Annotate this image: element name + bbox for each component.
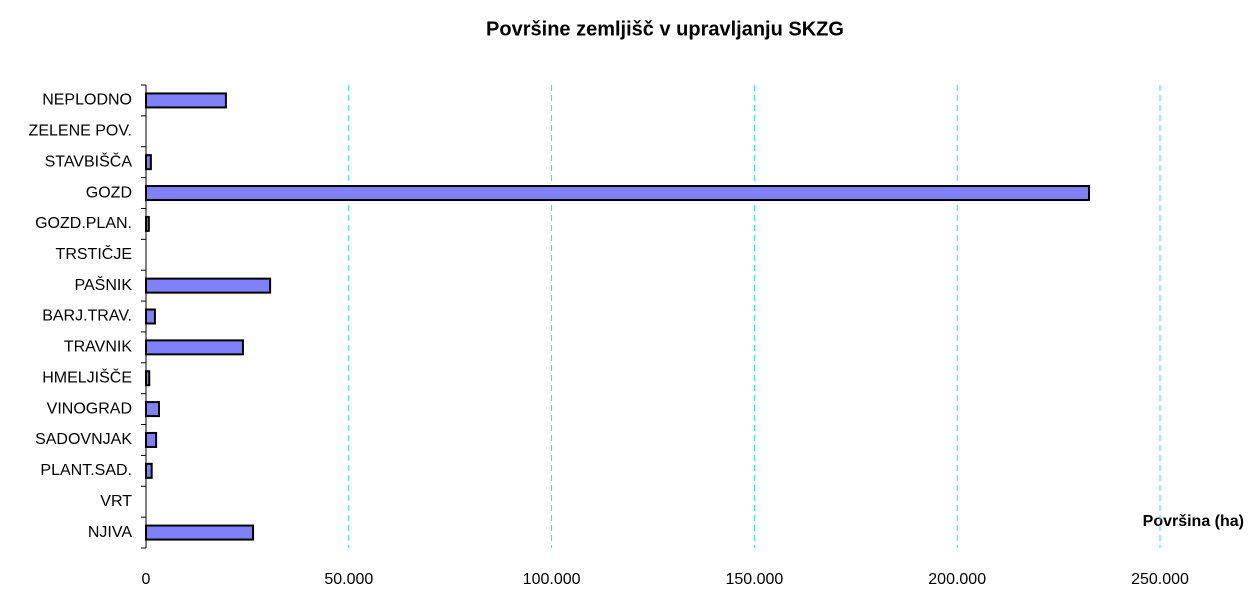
bar: [145, 401, 160, 418]
x-tick-label: 0: [142, 571, 151, 588]
y-tick-label: PAŠNIK: [75, 275, 133, 294]
y-tick-label: NEPLODNO: [42, 92, 132, 109]
y-tick-label: TRAVNIK: [64, 339, 132, 356]
bar: [145, 370, 151, 387]
x-axis-label: Površina (ha): [1143, 513, 1244, 530]
bar: [145, 339, 244, 356]
bar: [145, 462, 153, 479]
bar: [145, 524, 255, 541]
bar: [145, 308, 156, 325]
bar: [145, 92, 227, 109]
y-tick-label: VRT: [100, 493, 132, 510]
y-tick-label: GOZD: [86, 184, 132, 201]
y-tick-label: HMELJIŠČE: [42, 367, 132, 386]
y-tick-label: ZELENE POV.: [29, 123, 132, 140]
y-tick-label: GOZD.PLAN.: [35, 215, 132, 232]
y-tick-label: PLANT.SAD.: [40, 462, 132, 479]
y-tick-label: VINOGRAD: [47, 400, 132, 417]
bar: [145, 185, 1091, 202]
y-tick-label: TRSTIČJE: [56, 244, 132, 263]
bar: [145, 431, 158, 448]
y-tick-label: STAVBIŠČA: [45, 151, 133, 170]
y-tick-label: BARJ.TRAV.: [42, 308, 132, 325]
x-tick-label: 250.000: [1131, 571, 1189, 588]
y-tick-label: NJIVA: [88, 524, 132, 541]
bar: [145, 215, 150, 232]
y-tick-label: SADOVNJAK: [35, 431, 132, 448]
x-tick-label: 100.000: [523, 571, 581, 588]
bar: [145, 154, 152, 171]
x-tick-label: 200.000: [928, 571, 986, 588]
x-tick-label: 150.000: [725, 571, 783, 588]
x-tick-label: 50.000: [324, 571, 373, 588]
chart-title: Površine zemljišč v upravljanju SKZG: [486, 18, 844, 40]
bar: [145, 277, 272, 294]
